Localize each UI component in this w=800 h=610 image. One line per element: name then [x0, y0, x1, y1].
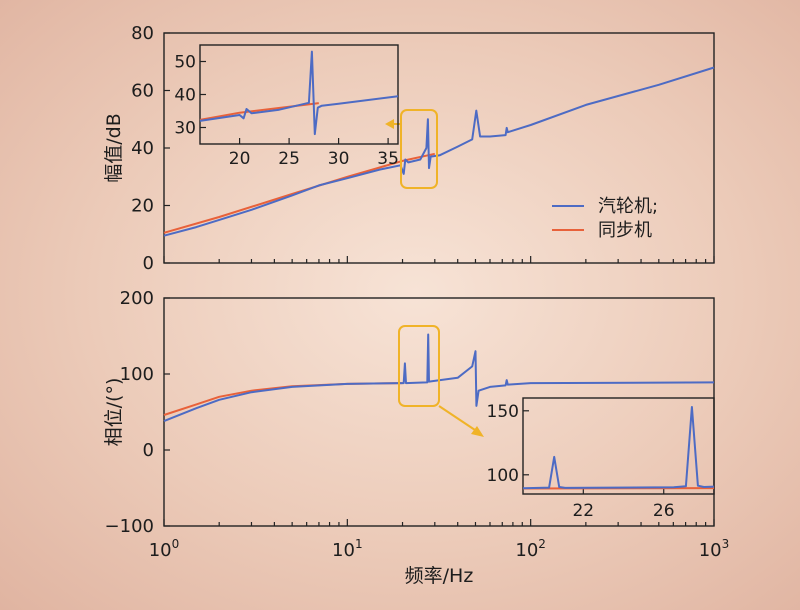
magnitude-inset-y-tick-label: 30 — [174, 119, 196, 139]
phase-y-axis-label: 相位/(°) — [103, 378, 125, 447]
magnitude-inset-y-tick-label: 40 — [174, 86, 196, 106]
phase-y-tick-label: 100 — [120, 364, 154, 385]
phase-y-tick-label: −100 — [105, 516, 154, 537]
phase-x-tick-label: 101 — [332, 537, 363, 561]
magnitude-panel: 0 20 40 60 80 幅值/dB 汽轮机; 同步机 30 40 50 20 25 30 35 — [103, 23, 715, 274]
magnitude-y-ticks: 0 20 40 60 80 — [131, 23, 170, 274]
magnitude-inset-x-tick-label: 35 — [377, 149, 399, 169]
phase-x-tick-exponent: 3 — [722, 537, 730, 551]
phase-inset-y-tick-label: 100 — [487, 466, 519, 486]
phase-inset-lines — [522, 406, 715, 490]
phase-lines — [163, 333, 715, 423]
magnitude-inset-ticks: 30 40 50 20 25 30 35 — [174, 53, 399, 170]
phase-y-ticks: −100 0 100 200 — [105, 288, 170, 537]
phase-x-tick-label: 100 — [149, 537, 180, 561]
legend-label-sync: 同步机 — [598, 220, 652, 241]
magnitude-inset-y-tick-label: 50 — [174, 53, 196, 73]
phase-inset-series-steam — [522, 406, 715, 490]
magnitude-series-steam — [163, 66, 715, 237]
phase-inset-ticks: 100 150 22 26 — [487, 402, 675, 521]
phase-zoom-arrowhead — [471, 426, 484, 437]
magnitude-lines — [163, 66, 715, 237]
magnitude-zoom-highlight-box — [400, 109, 438, 189]
phase-inset-frame — [522, 397, 715, 495]
phase-series-steam — [163, 333, 715, 423]
magnitude-y-axis-label: 幅值/dB — [103, 113, 125, 183]
magnitude-zoom-arrowhead — [385, 119, 394, 129]
phase-inset-x-tick-label: 26 — [653, 501, 675, 521]
phase-x-tick-exponent: 1 — [355, 537, 363, 551]
magnitude-inset-frame — [199, 44, 399, 145]
magnitude-inset-x-tick-label: 30 — [328, 149, 350, 169]
magnitude-inset: 30 40 50 20 25 30 35 — [174, 44, 399, 170]
phase-zoom-highlight-box — [398, 325, 440, 407]
phase-x-tick-label: 102 — [515, 537, 546, 561]
phase-inset-y-tick-label: 150 — [487, 402, 519, 422]
phase-x-ticks: 100 101 102 103 — [149, 519, 730, 561]
magnitude-y-tick-label: 60 — [131, 81, 154, 102]
phase-x-tick-exponent: 2 — [538, 537, 546, 551]
magnitude-y-tick-label: 80 — [131, 23, 154, 44]
magnitude-inset-series-steam — [199, 50, 399, 136]
legend-label-steam: 汽轮机; — [598, 196, 658, 217]
phase-x-tick-exponent: 0 — [172, 537, 180, 551]
phase-y-tick-label: 0 — [143, 440, 154, 461]
magnitude-inset-lines — [199, 50, 399, 136]
phase-inset: 100 150 22 26 — [487, 397, 715, 521]
magnitude-x-ticks — [163, 256, 715, 263]
magnitude-y-tick-label: 0 — [143, 253, 154, 274]
magnitude-inset-x-tick-label: 25 — [278, 149, 300, 169]
magnitude-y-tick-label: 20 — [131, 196, 154, 217]
legend: 汽轮机; 同步机 — [552, 196, 658, 241]
phase-zoom-arrow — [438, 405, 479, 433]
phase-inset-x-tick-label: 22 — [572, 501, 594, 521]
x-axis-label: 频率/Hz — [405, 565, 474, 587]
phase-y-tick-label: 200 — [120, 288, 154, 309]
magnitude-y-tick-label: 40 — [131, 138, 154, 159]
phase-x-tick-label: 103 — [699, 537, 730, 561]
magnitude-inset-x-tick-label: 20 — [229, 149, 251, 169]
